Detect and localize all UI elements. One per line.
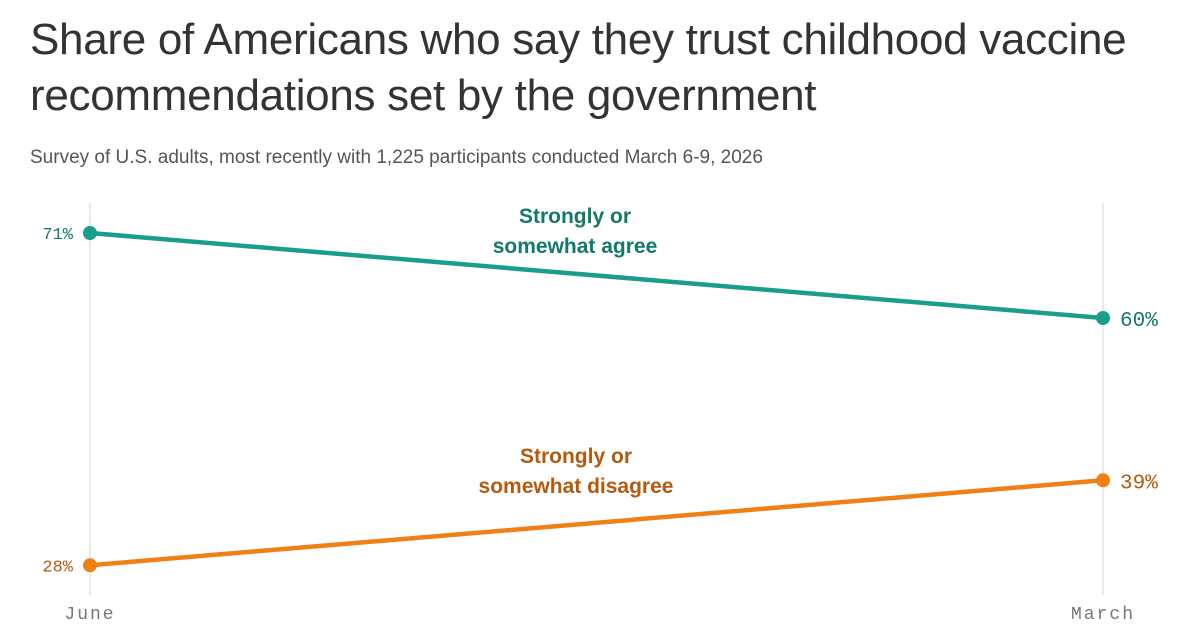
data-point (1096, 311, 1110, 325)
data-label: 39% (1120, 472, 1158, 495)
chart-title: Share of Americans who say they trust ch… (30, 15, 1127, 120)
series-label: Strongly or (519, 205, 631, 228)
chart-subtitle: Survey of U.S. adults, most recently wit… (30, 147, 763, 168)
x-tick-label: March (1071, 605, 1135, 625)
data-label: 28% (42, 558, 73, 577)
series-line (87, 478, 1106, 568)
data-label: 60% (1120, 310, 1158, 333)
data-label: 71% (42, 226, 73, 245)
data-point (83, 558, 97, 573)
series-label: somewhat disagree (479, 475, 674, 498)
series-label: somewhat agree (493, 235, 658, 258)
series-line (87, 230, 1106, 321)
x-tick-label: June (64, 605, 115, 625)
data-point (1096, 473, 1110, 488)
series-label: Strongly or (520, 445, 632, 468)
data-point (83, 226, 97, 240)
